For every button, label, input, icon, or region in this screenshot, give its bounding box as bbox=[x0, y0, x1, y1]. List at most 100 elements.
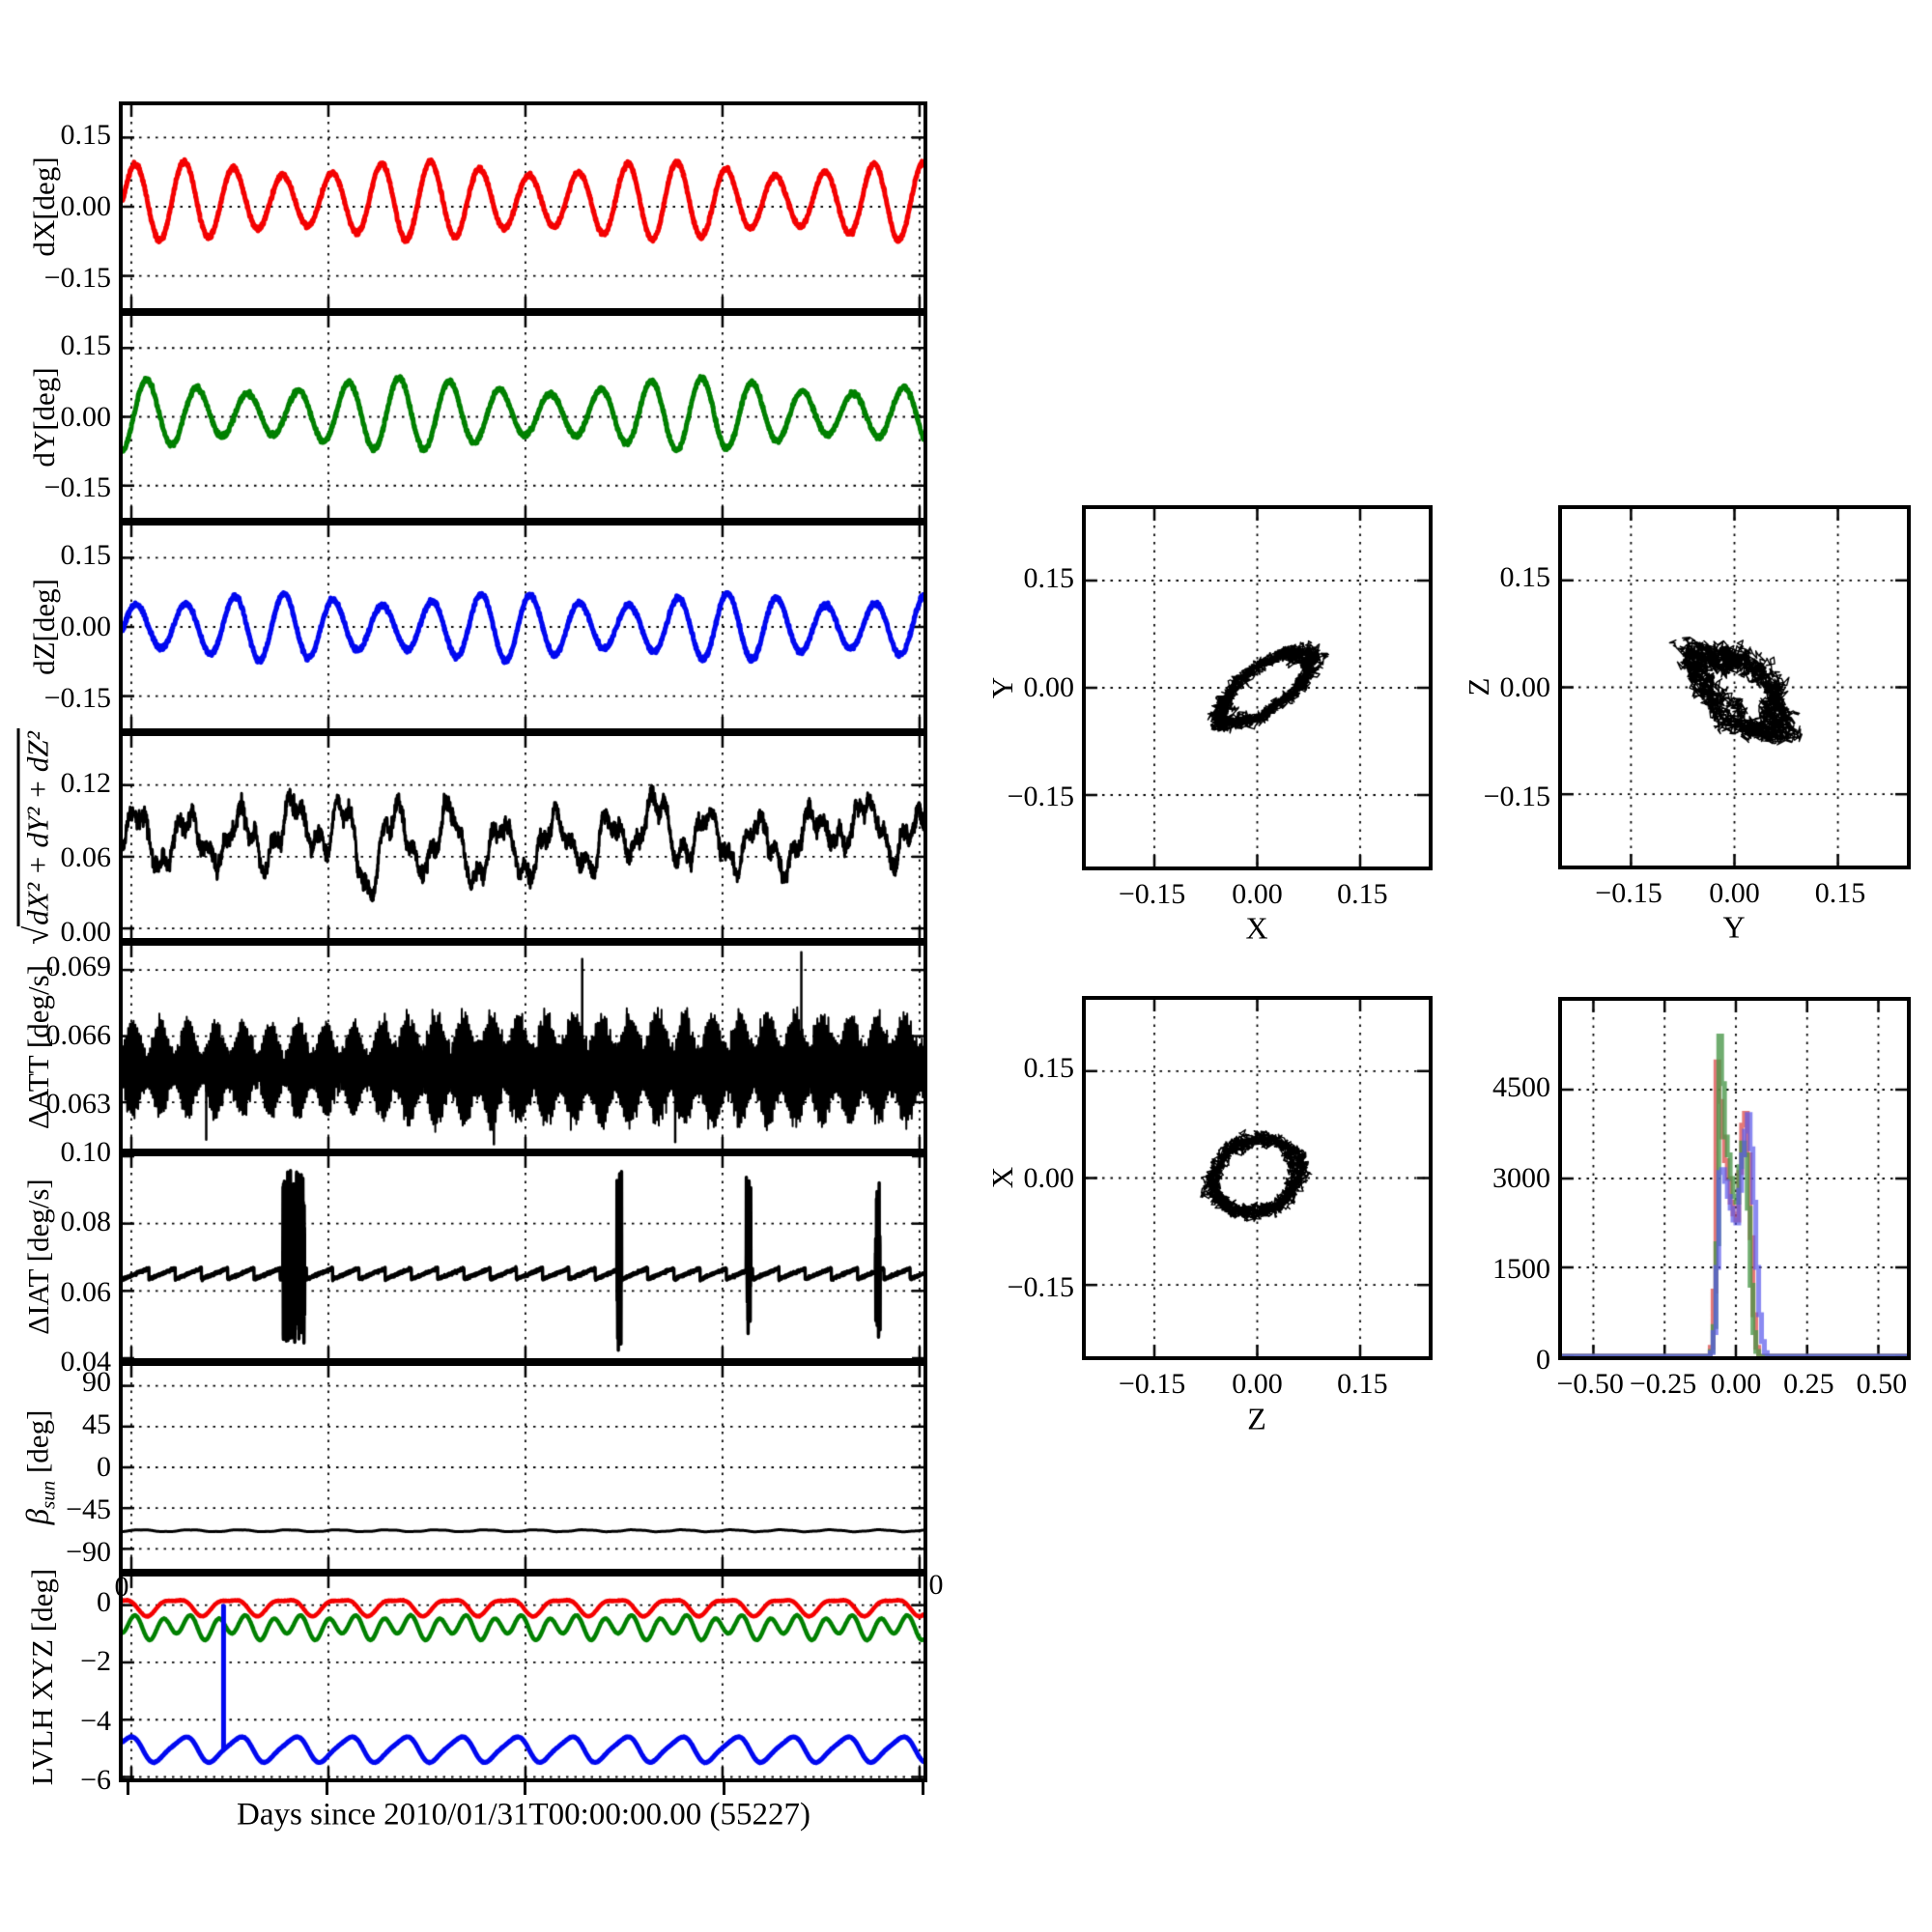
x-tick-label: 0.15 bbox=[1337, 1368, 1388, 1400]
y-tick-label: 45 bbox=[82, 1408, 111, 1441]
y-tick-label: −0.15 bbox=[43, 682, 111, 715]
y-tick-label: 0.00 bbox=[1499, 670, 1551, 703]
scatter-xy bbox=[1082, 505, 1433, 870]
x-axis-title: Days since 2010/01/31T00:00:00.00 (55227… bbox=[237, 1797, 810, 1833]
y-tick-label: 0.066 bbox=[45, 1019, 112, 1052]
y-tick-label: 4500 bbox=[1492, 1071, 1550, 1103]
ylabel-scatter-zx: X bbox=[985, 1166, 1019, 1189]
scatter-yz bbox=[1558, 505, 1911, 869]
y-tick-label: 0.069 bbox=[45, 951, 112, 983]
y-tick-label: −0.15 bbox=[43, 471, 111, 504]
y-tick-label: 0.00 bbox=[60, 611, 112, 642]
dz-plot-canvas bbox=[123, 526, 923, 728]
x-tick-label: −0.15 bbox=[1118, 878, 1186, 910]
x-tick-mark bbox=[524, 1782, 527, 1795]
lvlh-plot-canvas bbox=[123, 1577, 923, 1778]
beta-symbol: β bbox=[20, 1508, 56, 1525]
y-tick-label: 0.063 bbox=[45, 1088, 112, 1121]
y-tick-label: 0.15 bbox=[1023, 561, 1075, 594]
y-tick-label: 0.10 bbox=[60, 1136, 112, 1168]
y-tick-label: 0.04 bbox=[60, 1346, 112, 1378]
y-tick-label: 0 bbox=[97, 1585, 111, 1618]
ylabel-beta-sun: βsun [deg] bbox=[21, 1410, 61, 1525]
xlabel-scatter-xy: X bbox=[1245, 910, 1268, 946]
ylabel-lvlh: LVLH XYZ [deg] bbox=[25, 1568, 59, 1786]
dx-plot-canvas bbox=[123, 105, 923, 308]
y-tick-label: 0.00 bbox=[1023, 671, 1075, 703]
y-tick-label: 0.06 bbox=[60, 1275, 112, 1308]
x-tick-label: 0.15 bbox=[1337, 878, 1388, 910]
y-tick-label: 0 bbox=[97, 1451, 111, 1483]
xlabel-scatter-yz: Y bbox=[1722, 909, 1746, 945]
panel-diat bbox=[119, 1152, 927, 1362]
y-tick-label: 0.00 bbox=[60, 915, 112, 948]
ylabel-scatter-xy: Y bbox=[985, 676, 1019, 699]
y-tick-label: 3000 bbox=[1492, 1162, 1550, 1194]
x-tick-label: 0.25 bbox=[1783, 1368, 1834, 1400]
y-tick-label: −6 bbox=[80, 1764, 111, 1797]
x-tick-label: −0.50 bbox=[1556, 1368, 1624, 1400]
x-tick-label: −0.15 bbox=[1595, 877, 1662, 909]
x-tick-mark bbox=[325, 1782, 328, 1795]
scatter-xy-canvas bbox=[1086, 509, 1429, 867]
y-tick-label: 0.06 bbox=[60, 840, 112, 873]
panel-dz bbox=[119, 522, 927, 732]
panel-datt bbox=[119, 942, 927, 1152]
radical-sign: √ bbox=[17, 925, 56, 945]
edge-zero-left: 0 bbox=[114, 1571, 129, 1603]
y-tick-label: 0.15 bbox=[1023, 1052, 1075, 1085]
scatter-zx bbox=[1082, 996, 1433, 1360]
y-tick-label: 0.15 bbox=[1499, 561, 1551, 594]
x-tick-label: 0.00 bbox=[1232, 1368, 1283, 1400]
y-tick-label: 0.12 bbox=[60, 766, 112, 799]
y-tick-label: −2 bbox=[80, 1645, 111, 1678]
ylabel-scatter-yz: Z bbox=[1462, 677, 1495, 696]
y-tick-label: 0.15 bbox=[60, 538, 112, 571]
y-tick-label: 0.00 bbox=[60, 190, 112, 222]
x-tick-mark bbox=[723, 1782, 726, 1795]
histogram-canvas bbox=[1562, 1001, 1907, 1356]
magnitude-plot-canvas bbox=[123, 736, 923, 938]
y-tick-label: −45 bbox=[66, 1492, 111, 1525]
ylabel-dy: dY[deg] bbox=[27, 367, 61, 468]
dy-plot-canvas bbox=[123, 316, 923, 518]
panel-magnitude bbox=[119, 732, 927, 942]
y-tick-label: 0.00 bbox=[1023, 1161, 1075, 1194]
x-tick-label: 0.00 bbox=[1232, 878, 1283, 910]
y-tick-label: 0 bbox=[1536, 1344, 1550, 1376]
x-tick-label: 0.15 bbox=[1814, 877, 1866, 909]
ylabel-magnitude: √dX² + dY² + dZ² bbox=[16, 728, 57, 945]
ylabel-dz: dZ[deg] bbox=[27, 579, 61, 675]
scatter-yz-canvas bbox=[1562, 509, 1907, 866]
y-tick-label: −90 bbox=[66, 1535, 111, 1568]
y-tick-label: −0.15 bbox=[43, 262, 111, 295]
datt-plot-canvas bbox=[123, 946, 923, 1149]
y-tick-label: −0.15 bbox=[1007, 1270, 1074, 1303]
panel-lvlh bbox=[119, 1573, 927, 1782]
beta-subscript: sun bbox=[36, 1480, 60, 1509]
ylabel-dx: dX[deg] bbox=[27, 156, 61, 257]
histogram-panel bbox=[1558, 997, 1911, 1360]
xlabel-scatter-zx: Z bbox=[1247, 1401, 1266, 1436]
x-tick-mark bbox=[126, 1782, 129, 1795]
y-tick-label: −0.15 bbox=[1483, 780, 1550, 812]
y-tick-label: 1500 bbox=[1492, 1253, 1550, 1285]
panel-beta-sun bbox=[119, 1362, 927, 1573]
y-tick-label: 0.08 bbox=[60, 1206, 112, 1238]
panel-dy bbox=[119, 312, 927, 522]
y-tick-label: 0.15 bbox=[60, 328, 112, 361]
scatter-zx-canvas bbox=[1086, 1000, 1429, 1356]
x-tick-mark bbox=[922, 1782, 925, 1795]
edge-zero-right: 0 bbox=[928, 1569, 944, 1601]
x-tick-label: 0.50 bbox=[1856, 1368, 1908, 1400]
y-tick-label: 0.15 bbox=[60, 118, 112, 151]
beta-sun-plot-canvas bbox=[123, 1366, 923, 1569]
y-tick-label: 0.00 bbox=[60, 400, 112, 433]
y-tick-label: 90 bbox=[82, 1366, 111, 1399]
x-tick-label: −0.15 bbox=[1118, 1368, 1186, 1400]
x-tick-label: 0.00 bbox=[1710, 1368, 1762, 1400]
x-tick-label: −0.25 bbox=[1629, 1368, 1697, 1400]
beta-units: [deg] bbox=[20, 1409, 55, 1481]
ylabel-diat: ΔIAT [deg/s] bbox=[21, 1179, 55, 1335]
